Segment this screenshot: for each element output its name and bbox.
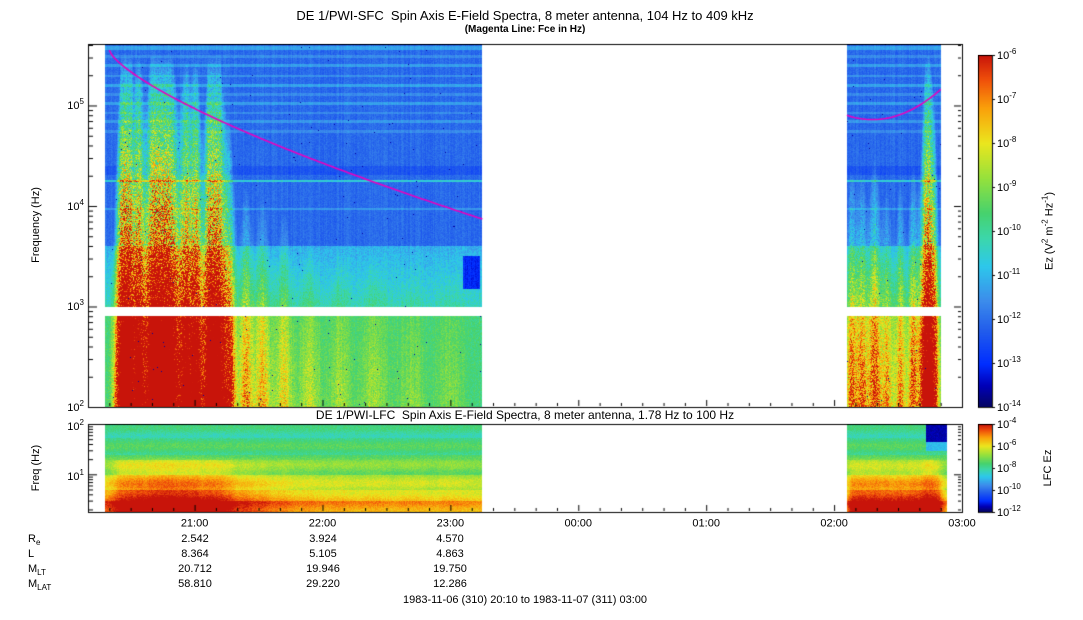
ephemeris-value: 3.924 [309, 533, 337, 545]
ephemeris-value: 2.542 [181, 533, 209, 545]
lfc-y-tick-label: 101 [67, 468, 84, 484]
ephemeris-value: 19.946 [306, 563, 340, 575]
ephemeris-value: 58.810 [178, 578, 212, 590]
sfc-cbar-tick-label: 10-12 [997, 311, 1021, 326]
sfc-spectrogram [88, 44, 962, 407]
x-tick-label: 00:00 [564, 517, 593, 530]
sfc-colorbar [978, 55, 992, 407]
sfc-cbar-tick-label: 10-13 [997, 355, 1021, 370]
x-tick-label: 23:00 [436, 517, 465, 530]
lfc-title: DE 1/PWI-LFC Spin Axis E-Field Spectra, … [315, 408, 735, 422]
lfc-cbar-tick-label: 10-12 [997, 504, 1021, 519]
x-tick-label: 03:00 [948, 517, 976, 530]
ephemeris-row-label-l: L [28, 548, 35, 560]
ephemeris-row-label-mlt: MLT [28, 563, 46, 578]
ephemeris-value: 8.364 [181, 548, 209, 560]
lfc-spectrogram [88, 424, 962, 512]
lfc-colorbar [978, 424, 992, 512]
lfc-cbar-tick-label: 10-4 [997, 416, 1017, 431]
sfc-cbar-tick-label: 10-11 [997, 267, 1021, 282]
lfc-y-axis-label: Freq (Hz) [30, 444, 42, 492]
lfc-colorbar-unit-label: LFC Ez [1042, 449, 1054, 487]
sfc-cbar-tick-label: 10-6 [997, 47, 1017, 62]
x-tick-label: 01:00 [692, 517, 720, 530]
ephemeris-value: 4.570 [436, 533, 464, 545]
sfc-cbar-tick-label: 10-7 [997, 91, 1017, 106]
ephemeris-value: 19.750 [433, 563, 467, 575]
x-tick-label: 21:00 [180, 517, 209, 530]
sfc-title: DE 1/PWI-SFC Spin Axis E-Field Spectra, … [296, 8, 754, 23]
sfc-cbar-tick-label: 10-14 [997, 399, 1021, 414]
ephemeris-value: 4.863 [436, 548, 464, 560]
lfc-cbar-tick-label: 10-10 [997, 482, 1021, 497]
ephemeris-row-label-mlat: MLAT [28, 578, 52, 593]
ephemeris-value: 20.712 [178, 563, 212, 575]
sfc-cbar-tick-label: 10-9 [997, 179, 1017, 194]
sfc-subtitle: (Magenta Line: Fce in Hz) [464, 24, 586, 35]
ephemeris-value: 5.105 [309, 548, 337, 560]
time-range-footer: 1983-11-06 (310) 20:10 to 1983-11-07 (31… [402, 594, 647, 606]
sfc-cbar-tick-label: 10-10 [997, 223, 1021, 238]
sfc-cbar-tick-label: 10-8 [997, 135, 1017, 150]
ephemeris-row-label-re: Re [28, 533, 41, 548]
x-tick-label: 02:00 [820, 517, 848, 530]
lfc-y-tick-label: 102 [67, 418, 84, 433]
sfc-y-axis-label: Frequency (Hz) [30, 187, 42, 263]
ephemeris-value: 29.220 [306, 578, 340, 590]
lfc-cbar-tick-label: 10-8 [997, 460, 1017, 475]
sfc-y-tick-label: 103 [67, 298, 84, 314]
lfc-cbar-tick-label: 10-6 [997, 438, 1017, 453]
sfc-y-tick-label: 105 [67, 97, 84, 113]
x-tick-label: 22:00 [308, 517, 337, 530]
sfc-y-tick-label: 102 [67, 399, 84, 414]
sfc-colorbar-unit-label: Ez (V2 m-2 Hz-1) [1040, 191, 1056, 271]
ephemeris-value: 12.286 [433, 578, 467, 590]
sfc-y-tick-label: 104 [67, 198, 84, 213]
